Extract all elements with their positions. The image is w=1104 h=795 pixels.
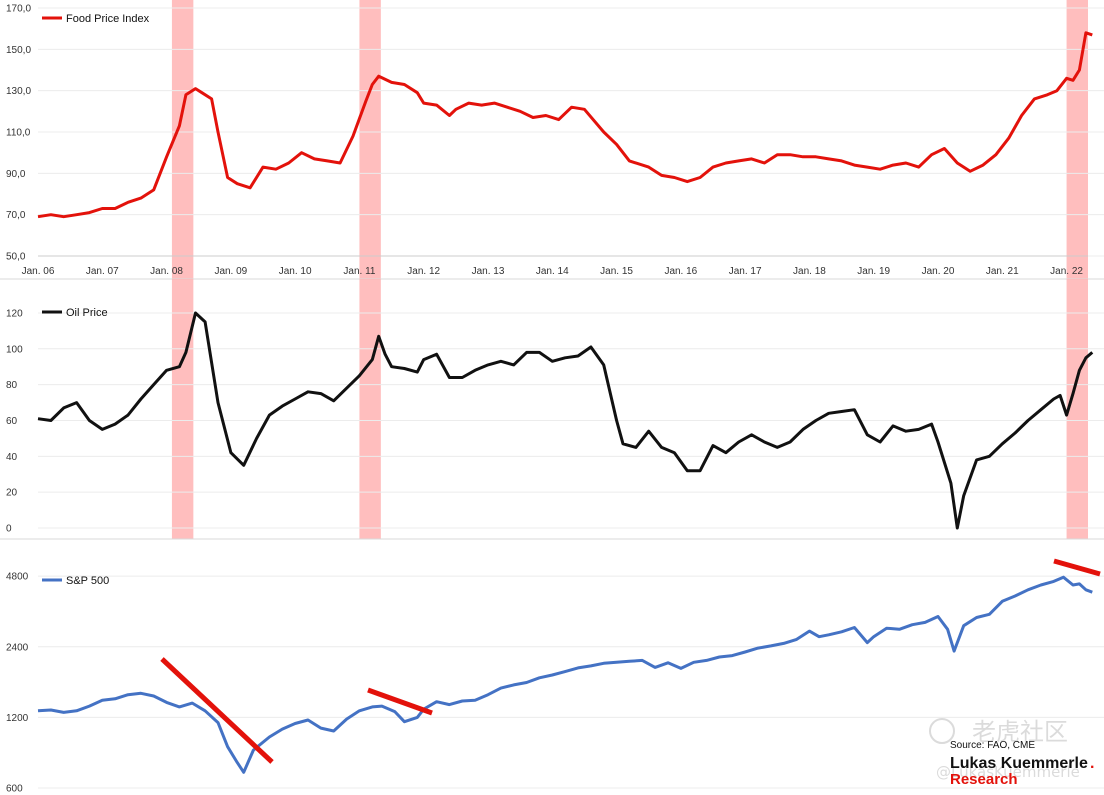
sp500-legend: S&P 500 [42,575,109,587]
downtrend-marker-2011 [367,687,433,716]
food-y-tick-label: 110,0 [6,128,31,139]
food-y-ticks: 170,0 150,0 130,0 110,0 90,0 70,0 50,0 [6,4,31,263]
oil-shaded-period [171,279,194,539]
oil-y-tick-label: 100 [6,344,23,355]
food-x-tick-label: Jan. 18 [793,266,826,277]
brand-dot: . [1090,755,1094,772]
food-x-tick-label: Jan. 06 [22,266,55,277]
oil-y-tick-label: 0 [6,524,12,535]
food-x-tick-label: Jan. 08 [150,266,183,277]
sp500-y-ticks: 4800 2400 1200 600 [6,572,29,795]
oil-shaded-periods [171,279,1088,539]
oil-legend: Oil Price [42,307,108,319]
oil-price-line [37,311,1094,530]
food-x-tick-label: Jan. 17 [729,266,762,277]
brand-name: Lukas Kuemmerle [950,755,1088,772]
food-x-tick-label: Jan. 16 [664,266,697,277]
brand-research: Research [950,771,1018,788]
sp500-line [37,575,1093,774]
food-x-tick-label: Jan. 13 [472,266,505,277]
oil-price-panel: 120 100 80 60 40 20 0 Oil Price [6,279,1104,539]
food-shaded-period [359,0,381,279]
oil-gridlines [38,312,1104,529]
oil-y-tick-label: 120 [6,308,23,319]
downtrend-marker-2008 [160,657,274,764]
source-note: Source: FAO, CME [950,740,1035,751]
food-legend-label: Food Price Index [66,13,150,25]
food-x-tick-label: Jan. 22 [1050,266,1083,277]
food-y-tick-label: 90,0 [6,169,26,180]
sp500-gridlines [38,575,1104,789]
food-x-tick-label: Jan. 07 [86,266,119,277]
food-x-tick-label: Jan. 11 [343,266,375,277]
oil-y-ticks: 120 100 80 60 40 20 0 [6,308,23,534]
watermark-logo-icon [929,718,955,744]
food-y-tick-label: 130,0 [6,86,31,97]
food-shaded-periods [171,0,1088,279]
food-gridlines [38,7,1104,257]
downtrend-marker-2022 [1053,558,1101,577]
oil-y-tick-label: 80 [6,380,18,391]
food-y-tick-label: 150,0 [6,45,31,56]
food-y-tick-label: 50,0 [6,252,26,263]
oil-y-tick-label: 60 [6,416,18,427]
watermark: 老虎社区 @LukasKuemmerle [929,718,1080,781]
oil-legend-label: Oil Price [66,307,108,319]
sp500-panel: 4800 2400 1200 600 S&P 500 [6,558,1104,795]
food-y-tick-label: 70,0 [6,210,26,221]
sp500-y-tick-label: 2400 [6,642,29,653]
food-shaded-period [1066,0,1088,279]
food-x-tick-label: Jan. 20 [922,266,955,277]
food-price-panel: 170,0 150,0 130,0 110,0 90,0 70,0 50,0 Jan. 06… [6,0,1104,279]
food-x-tick-label: Jan. 12 [407,266,440,277]
watermark-handle: @LukasKuemmerle [936,763,1080,781]
food-x-tick-label: Jan. 10 [279,266,312,277]
food-x-tick-label: Jan. 19 [857,266,890,277]
sp500-y-tick-label: 600 [6,784,23,795]
food-x-ticks: Jan. 06 Jan. 07 Jan. 08 Jan. 09 Jan. 10 Jan. … [22,255,1088,277]
sp500-y-tick-label: 4800 [6,572,29,583]
oil-y-tick-label: 20 [6,488,18,499]
food-legend: Food Price Index [42,13,150,25]
oil-shaded-period [1066,279,1088,539]
food-x-tick-label: Jan. 14 [536,266,569,277]
food-y-tick-label: 170,0 [6,4,31,15]
food-shaded-period [171,0,194,279]
watermark-text: 老虎社区 [972,718,1068,746]
food-x-tick-label: Jan. 21 [986,266,1019,277]
sp500-legend-label: S&P 500 [66,575,109,587]
food-x-tick-label: Jan. 15 [600,266,633,277]
food-price-line [37,31,1093,219]
oil-shaded-period [359,279,381,539]
food-x-tick-label: Jan. 09 [214,266,247,277]
sp500-y-tick-label: 1200 [6,713,29,724]
oil-y-tick-label: 40 [6,452,18,463]
